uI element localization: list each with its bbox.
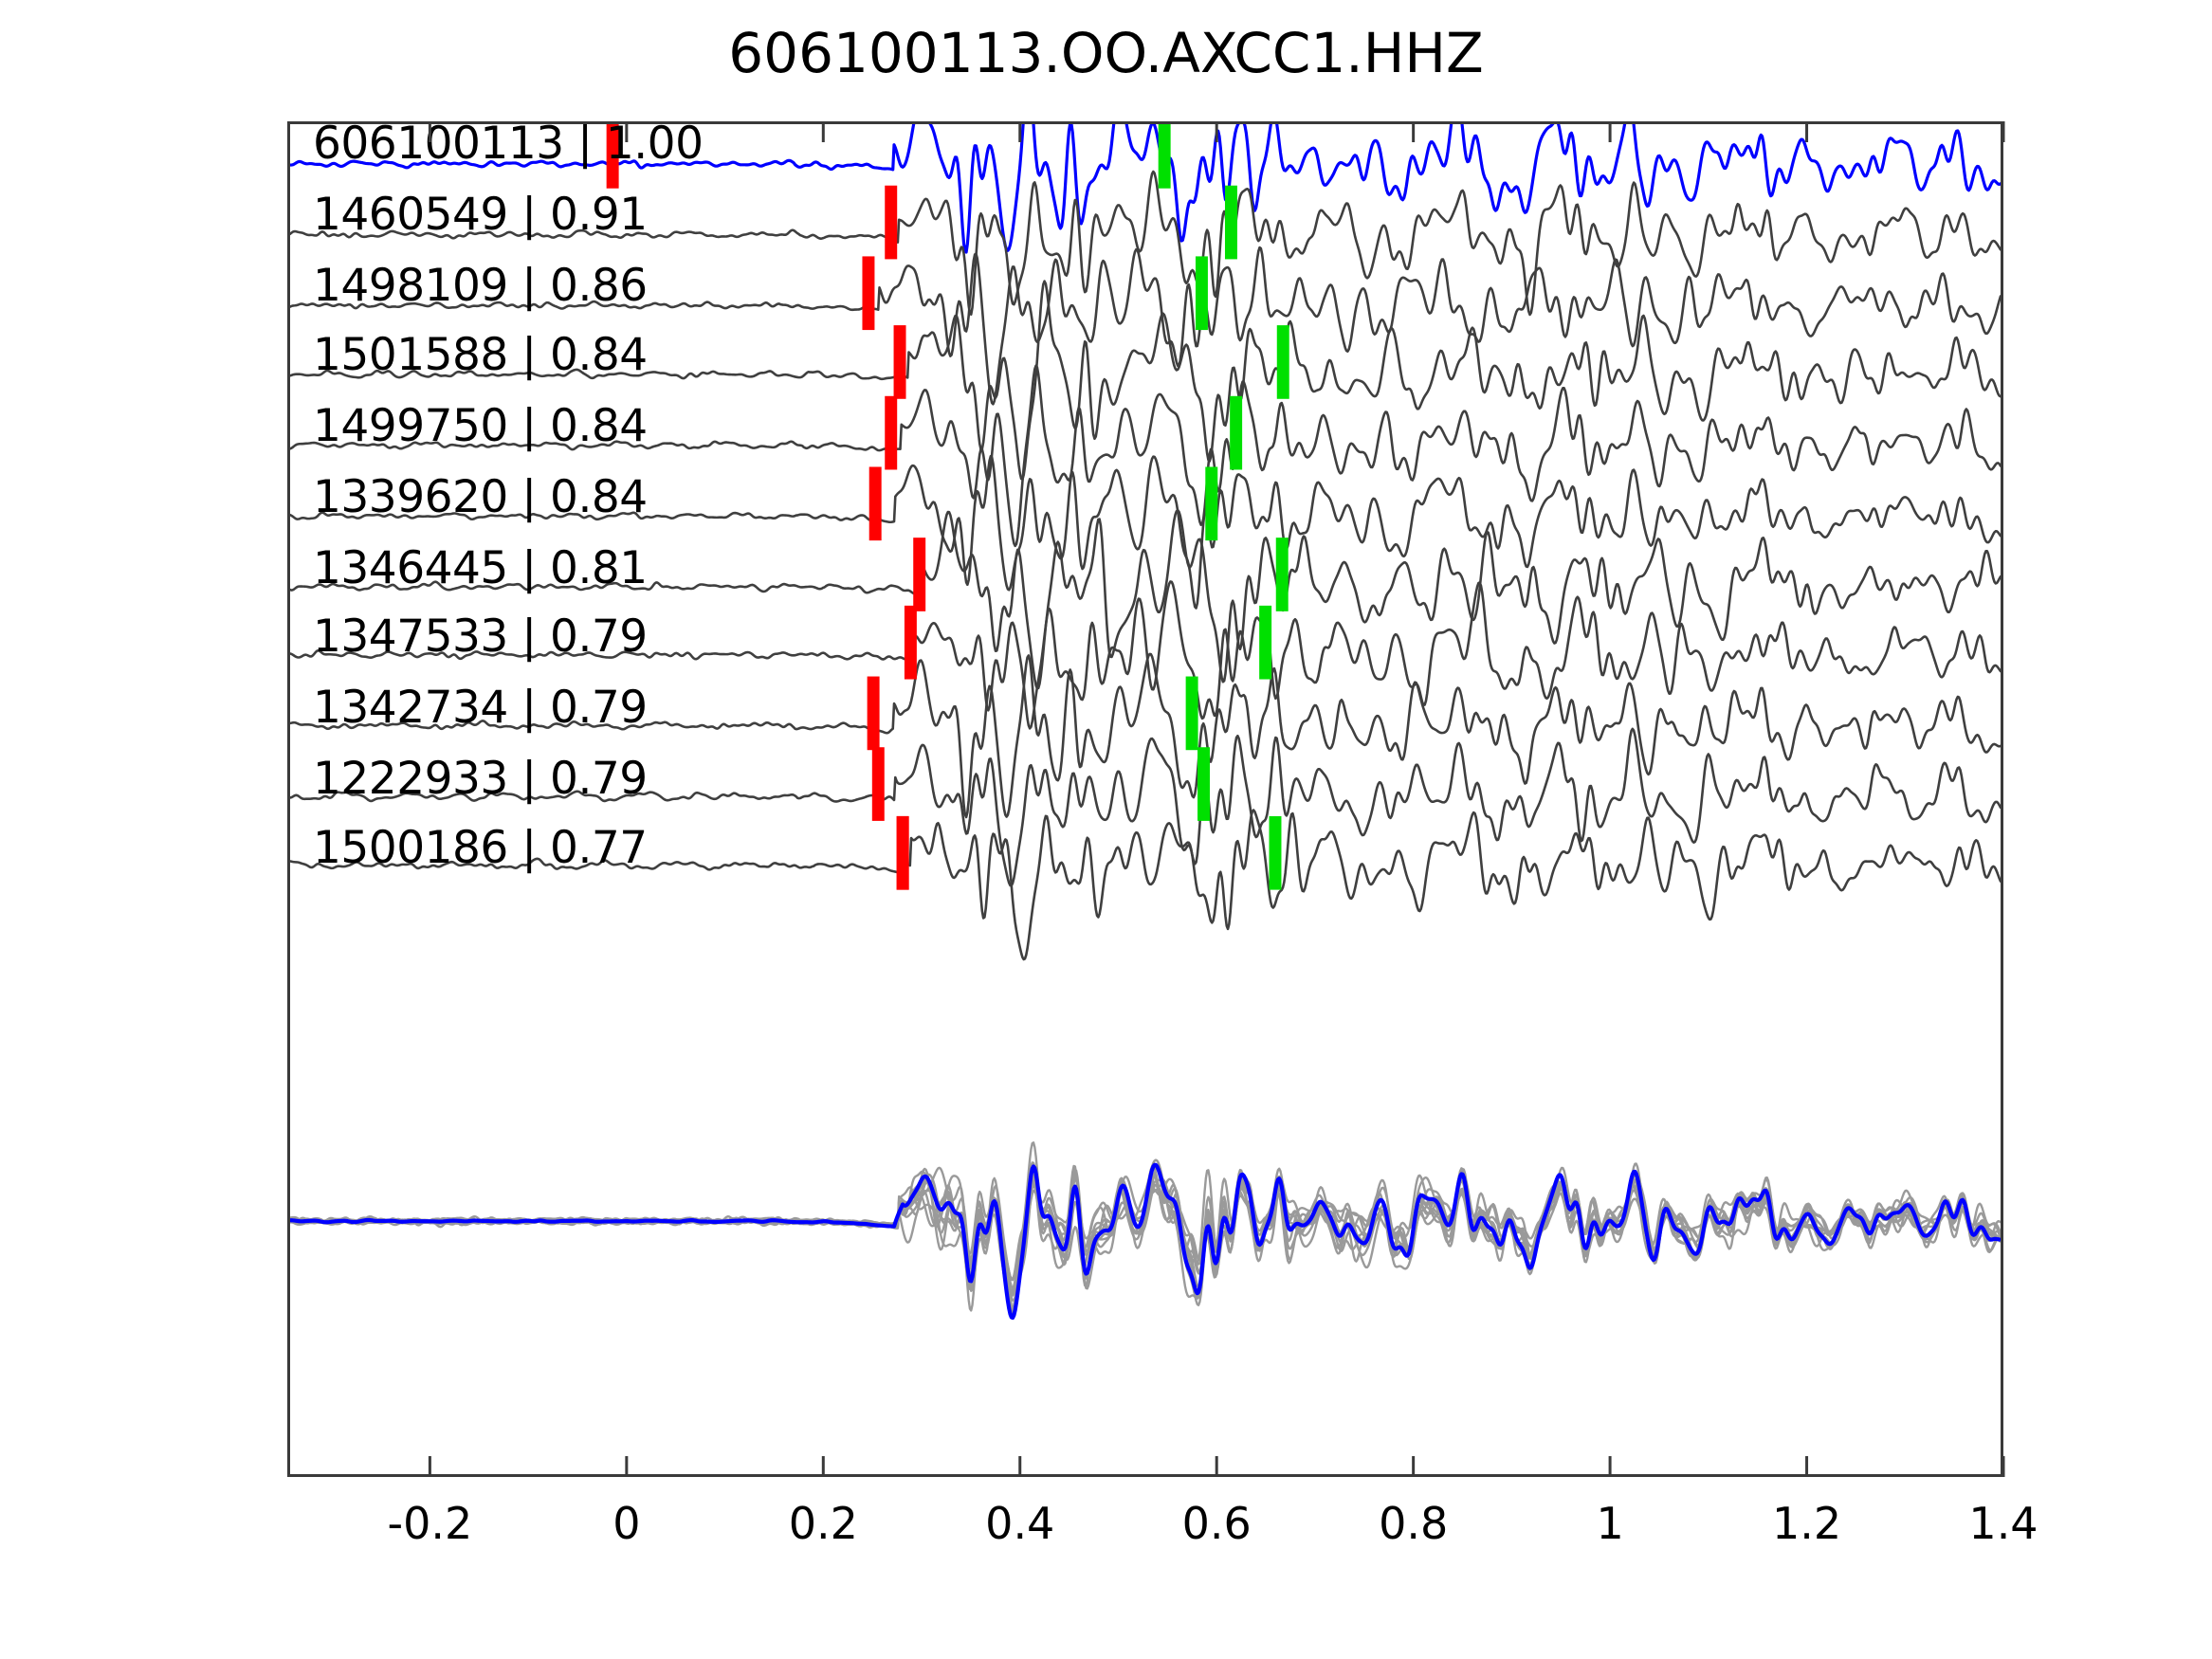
s-pick-marker [1195,256,1208,331]
s-pick-marker [1230,395,1243,470]
trace-label: 1339620 | 0.84 [313,471,648,523]
plot-area [287,121,2003,1477]
s-pick-marker [1276,325,1289,399]
s-pick-marker [1269,815,1282,890]
waveform-trace [290,454,2001,610]
waveform-trace [290,280,2001,481]
p-pick-marker [862,256,875,331]
s-pick-marker [1197,747,1210,821]
trace-label: 1342734 | 0.79 [313,682,648,734]
x-axis-tick-label: 1.2 [1771,1498,1842,1549]
p-pick-marker [871,747,885,821]
x-axis-tick-label: 0 [612,1498,641,1549]
waveform-trace [290,364,2001,548]
stack-overlay-trace [290,1164,2001,1295]
s-pick-marker [1205,466,1218,541]
p-pick-marker [885,395,898,470]
s-pick-marker [1259,605,1272,680]
waveform-trace [290,170,2001,317]
s-pick-marker [1185,676,1198,751]
x-axis-tick-label: 1 [1596,1498,1624,1549]
x-axis-tick-label: 0.6 [1181,1498,1252,1549]
p-pick-marker [885,185,898,260]
p-pick-marker [893,325,906,399]
x-axis-tick-label: 0.8 [1379,1498,1449,1549]
p-pick-marker [868,466,882,541]
p-pick-marker [913,538,926,611]
trace-label: 1500186 | 0.77 [313,822,648,874]
trace-label: 1222933 | 0.79 [313,753,648,805]
stack-mean-trace [290,1162,2001,1321]
waveform-trace [290,508,2001,690]
page-title: 606100113.OO.AXCC1.HHZ [728,21,1484,85]
x-axis-tick-label: 0.2 [788,1498,858,1549]
trace-label: 1346445 | 0.81 [313,542,648,594]
trace-label: 1498109 | 0.86 [313,260,648,312]
trace-label: 1347533 | 0.79 [313,611,648,663]
waveform-canvas [290,124,2001,1321]
p-pick-marker [867,676,880,751]
trace-label: 1499750 | 0.84 [313,400,648,452]
p-pick-marker [896,815,909,890]
waveform-trace [290,809,2001,961]
waveform-trace [290,652,2001,819]
p-pick-marker [606,124,619,189]
waveform-trace [290,727,2001,887]
waveform-trace [290,246,2001,406]
trace-label: 1501588 | 0.84 [313,329,648,381]
s-pick-marker [1224,185,1237,260]
waveform-trace [290,124,2001,254]
stack-overlay-trace [290,1162,2001,1318]
stack-overlay-trace [290,1164,2001,1295]
x-axis-tick-label: 1.4 [1968,1498,2038,1549]
waveform-trace [290,580,2001,730]
trace-label: 1460549 | 0.91 [313,189,648,241]
s-pick-marker [1275,538,1289,611]
x-axis-tick-label: -0.2 [387,1498,473,1549]
trace-label: 606100113 | 1.00 [313,118,704,170]
x-axis-tick-label: 0.4 [985,1498,1055,1549]
s-pick-marker [1158,124,1171,189]
p-pick-marker [904,605,917,680]
